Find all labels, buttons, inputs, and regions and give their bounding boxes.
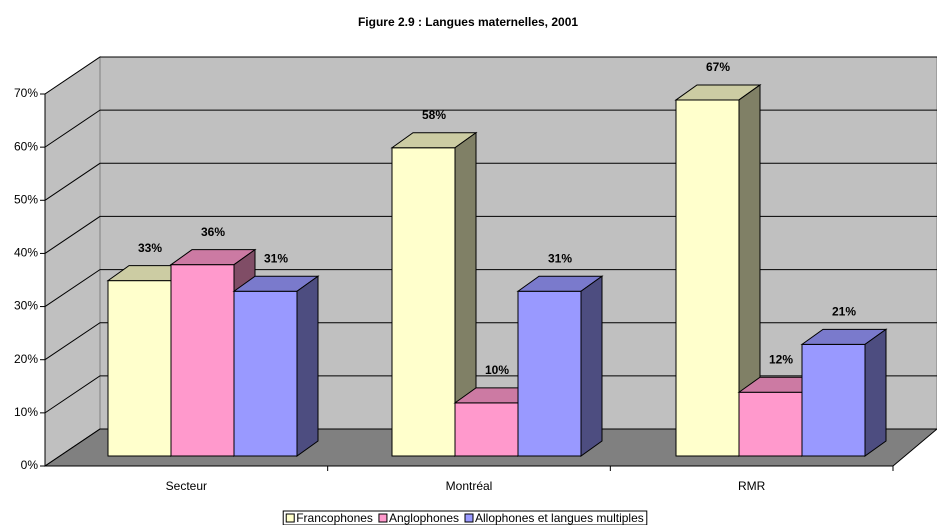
grid-line [44,56,937,95]
y-tick-label: 70% [14,86,38,100]
y-tick-label: 60% [14,139,38,153]
value-label: 31% [548,251,572,265]
bar-front [107,280,172,457]
grid-line [44,428,937,467]
chart-title: Figure 2.9 : Langues maternelles, 2001 [358,15,578,29]
grid-line [44,109,937,148]
y-tick-label: 50% [14,192,38,206]
bar-side [580,275,603,457]
bar-front [170,264,235,457]
bar-front [801,343,866,457]
grid-line [44,162,937,201]
y-tick-label: 40% [14,246,38,260]
legend-swatch [285,513,295,523]
legend-label: Francophones [296,511,373,525]
y-tick-label: 10% [14,405,38,419]
bar [800,328,888,457]
bar [674,83,762,457]
value-label: 10% [485,363,509,377]
legend: Francophones Anglophones Allophones et lan… [282,510,648,525]
y-tick-label: 20% [14,352,38,366]
bar-side [296,275,319,457]
legend-label: Anglophones [389,511,459,525]
x-tick-label: Secteur [166,479,207,493]
bar [516,275,604,457]
legend-swatch [464,513,474,523]
legend-swatch [378,513,388,523]
grid-line [44,322,937,361]
bar-front [391,147,456,457]
value-label: 21% [832,305,856,319]
legend-label: Allophones et langues multiples [475,511,644,525]
bar-front [454,402,519,457]
grid-line [44,215,937,254]
side-wall [44,56,101,467]
value-label: 31% [264,251,288,265]
bar-front [675,99,740,457]
grid-line [44,269,937,307]
bar-front [738,391,803,457]
bar [232,275,320,457]
value-label: 12% [769,352,793,366]
bar-front [233,290,298,457]
y-tick-label: 0% [21,458,39,472]
value-label: 33% [138,241,162,255]
bar [390,131,478,457]
y-tick-label: 30% [14,299,38,313]
grid-line [44,375,937,414]
value-label: 36% [201,225,225,239]
x-tick-label: Montréal [446,479,493,493]
value-label: 58% [422,108,446,122]
bar-front [517,290,582,457]
bar-side [864,328,887,457]
value-label: 67% [706,60,730,74]
x-tick-label: RMR [738,479,766,493]
